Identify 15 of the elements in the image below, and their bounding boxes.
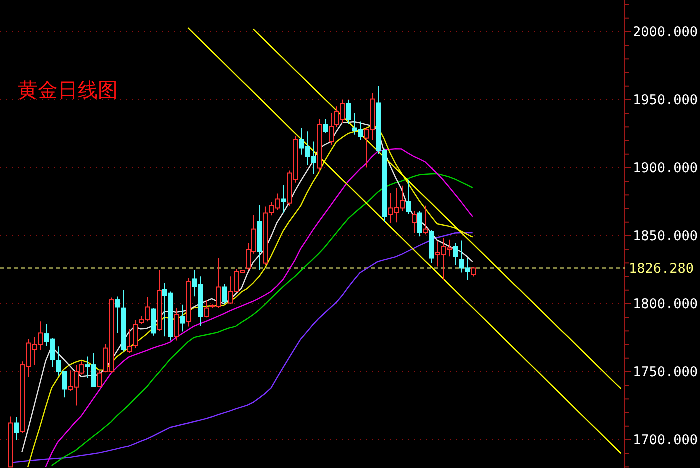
line-series — [252, 28, 622, 390]
candlestick — [329, 112, 334, 146]
line-series — [188, 27, 622, 454]
ref-line-label: 1826.280 — [629, 260, 694, 277]
y-tick-label: 1750.000 — [633, 364, 698, 381]
candlestick — [14, 416, 19, 440]
y-tick-label: 1850.000 — [633, 228, 698, 245]
text: 黄金日线图 — [18, 78, 118, 102]
y-tick-label: 1700.000 — [633, 432, 698, 449]
candlestick — [281, 184, 286, 214]
y-tick-label: 1950.000 — [633, 92, 698, 109]
y-tick-label: 1900.000 — [633, 160, 698, 177]
y-tick-label: 2000.000 — [633, 24, 698, 41]
candlestick — [257, 204, 262, 270]
y-tick-label: 1800.000 — [633, 296, 698, 313]
